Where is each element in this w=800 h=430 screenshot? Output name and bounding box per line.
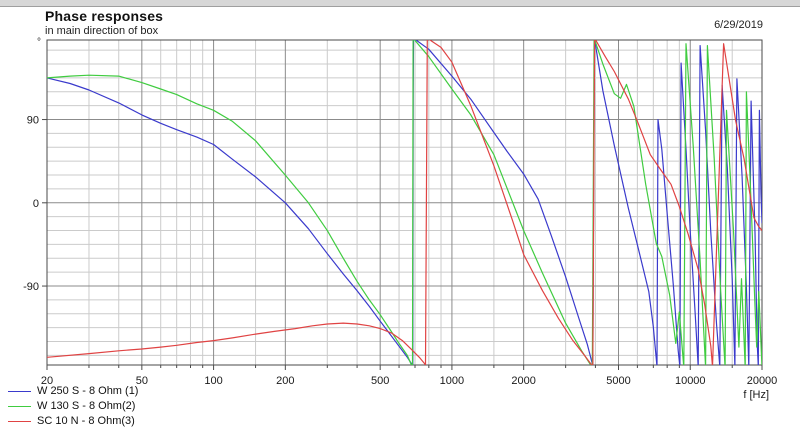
svg-text:50: 50: [136, 375, 148, 387]
legend-label-series1: W 250 S - 8 Ohm (1): [37, 385, 139, 397]
svg-text:0: 0: [33, 198, 39, 210]
legend-swatch-series1: [8, 390, 31, 392]
legend-swatch-series3: [8, 420, 31, 422]
svg-text:10000: 10000: [675, 375, 706, 387]
window-edge-strip: [0, 0, 800, 7]
svg-text:2000: 2000: [511, 375, 535, 387]
svg-text:°: °: [37, 37, 41, 48]
legend-label-series2: W 130 S - 8 Ohm(2): [37, 400, 136, 412]
chart-title: Phase responses: [45, 8, 164, 24]
svg-text:20000: 20000: [747, 375, 778, 387]
svg-text:-90: -90: [23, 281, 39, 293]
svg-text:f [Hz]: f [Hz]: [743, 389, 769, 401]
svg-text:90: 90: [27, 115, 39, 127]
legend-item: SC 10 N - 8 Ohm(3): [8, 414, 138, 428]
svg-text:5000: 5000: [606, 375, 630, 387]
legend-label-series3: SC 10 N - 8 Ohm(3): [37, 415, 135, 427]
series-line: [47, 40, 762, 365]
svg-text:100: 100: [204, 375, 222, 387]
svg-text:1000: 1000: [440, 375, 464, 387]
svg-text:500: 500: [371, 375, 389, 387]
legend: W 250 S - 8 Ohm (1) W 130 S - 8 Ohm(2) S…: [8, 384, 138, 429]
legend-item: W 250 S - 8 Ohm (1): [8, 384, 138, 398]
svg-text:20: 20: [41, 375, 53, 387]
legend-item: W 130 S - 8 Ohm(2): [8, 399, 138, 413]
chart-subtitle: in main direction of box: [45, 25, 159, 37]
series-line: [47, 40, 762, 365]
chart-date: 6/29/2019: [714, 19, 763, 31]
legend-swatch-series2: [8, 405, 31, 407]
svg-text:200: 200: [276, 375, 294, 387]
